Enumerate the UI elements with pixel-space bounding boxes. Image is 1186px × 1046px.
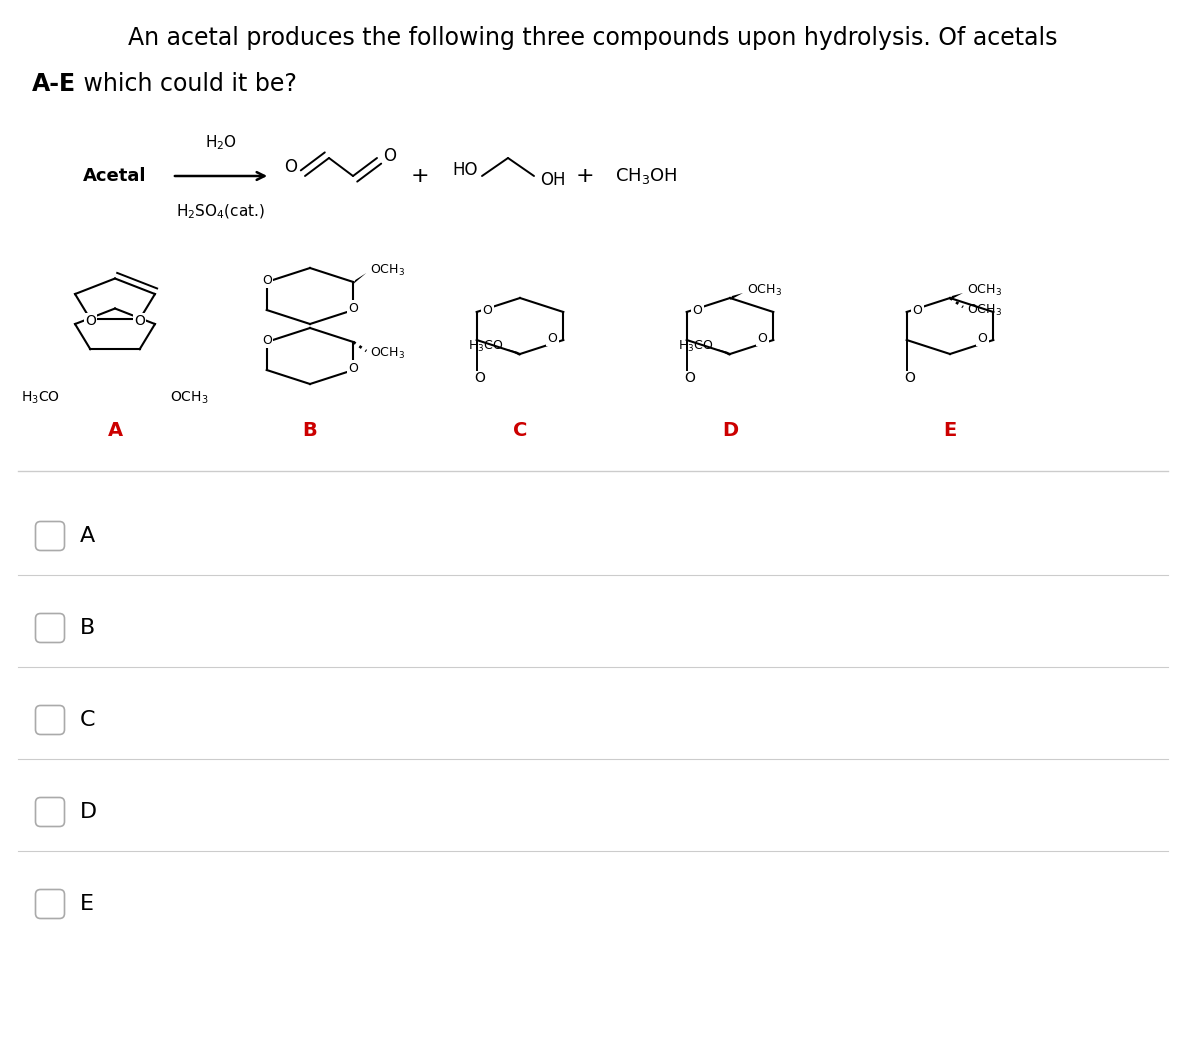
FancyBboxPatch shape (36, 522, 64, 550)
Text: C: C (512, 422, 528, 440)
Text: $\rm H_3CO$: $\rm H_3CO$ (21, 390, 60, 406)
Text: $\rm OCH_3$: $\rm OCH_3$ (370, 263, 406, 277)
Text: O: O (977, 332, 987, 344)
Text: C: C (79, 710, 96, 730)
Text: B: B (302, 422, 318, 440)
FancyBboxPatch shape (36, 797, 64, 826)
Text: B: B (79, 618, 95, 638)
Text: $\rm CH_3OH$: $\rm CH_3OH$ (616, 166, 677, 186)
Text: O: O (904, 371, 916, 385)
Text: A: A (79, 526, 95, 546)
FancyBboxPatch shape (36, 614, 64, 642)
Text: O: O (383, 147, 396, 165)
Text: which could it be?: which could it be? (76, 72, 296, 96)
Text: O: O (684, 371, 695, 385)
Polygon shape (731, 293, 742, 300)
Text: O: O (483, 303, 492, 317)
Text: $\rm H_2O$: $\rm H_2O$ (205, 134, 237, 153)
Text: O: O (474, 371, 485, 385)
Text: $\rm OCH_3$: $\rm OCH_3$ (967, 302, 1002, 318)
Polygon shape (950, 293, 963, 300)
Text: $\rm H_3CO$: $\rm H_3CO$ (467, 339, 503, 354)
Text: O: O (693, 303, 702, 317)
Text: O: O (262, 334, 272, 346)
Text: Acetal: Acetal (83, 167, 147, 185)
Text: O: O (85, 314, 96, 328)
Text: D: D (722, 422, 738, 440)
Text: HO: HO (452, 161, 478, 179)
Text: $\rm H_3CO$: $\rm H_3CO$ (677, 339, 713, 354)
Text: $\rm OCH_3$: $\rm OCH_3$ (967, 282, 1002, 297)
Text: O: O (262, 273, 272, 287)
Text: +: + (410, 166, 429, 186)
FancyBboxPatch shape (36, 889, 64, 918)
Polygon shape (718, 349, 731, 356)
Text: O: O (134, 314, 145, 328)
Text: O: O (349, 362, 358, 374)
Text: O: O (548, 332, 557, 344)
Text: O: O (758, 332, 767, 344)
Polygon shape (353, 273, 366, 285)
Text: $\rm OCH_3$: $\rm OCH_3$ (747, 282, 782, 297)
FancyBboxPatch shape (36, 705, 64, 734)
Text: A-E: A-E (32, 72, 76, 96)
Text: +: + (575, 166, 594, 186)
Text: O: O (913, 303, 923, 317)
Text: O: O (349, 301, 358, 315)
Polygon shape (506, 349, 519, 356)
Text: $\rm H_2SO_4$(cat.): $\rm H_2SO_4$(cat.) (177, 203, 266, 221)
Text: D: D (79, 802, 97, 822)
Text: E: E (79, 894, 94, 914)
Text: $\rm OCH_3$: $\rm OCH_3$ (170, 390, 209, 406)
Text: An acetal produces the following three compounds upon hydrolysis. Of acetals: An acetal produces the following three c… (128, 26, 1058, 50)
Text: OH: OH (540, 170, 566, 189)
Text: A: A (108, 422, 122, 440)
Text: E: E (943, 422, 957, 440)
Text: O: O (283, 158, 296, 176)
Text: $\rm OCH_3$: $\rm OCH_3$ (370, 345, 406, 361)
